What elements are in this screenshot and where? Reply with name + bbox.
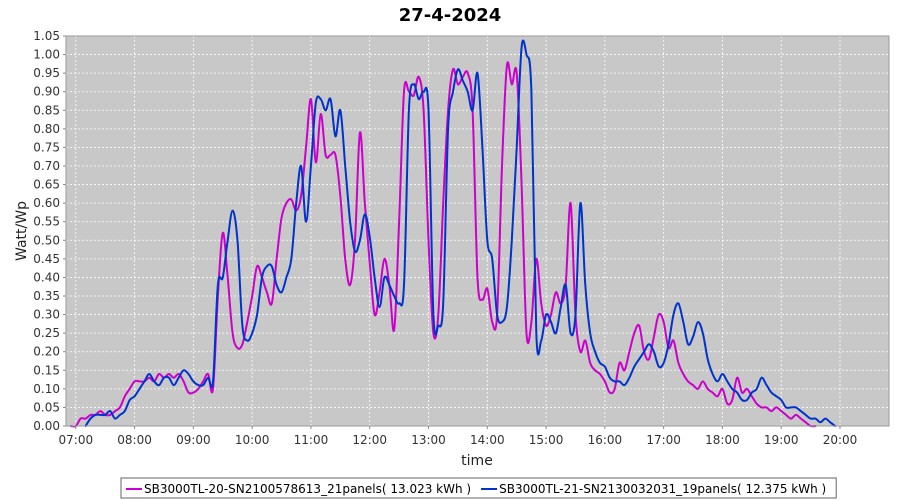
x-tick-label: 10:00 (235, 433, 270, 447)
plot-area (66, 36, 889, 426)
legend: SB3000TL-20-SN2100578613_21panels( 13.02… (120, 477, 837, 499)
legend-box (120, 477, 837, 499)
x-tick-label: 07:00 (59, 433, 94, 447)
y-tick-label: 0.10 (33, 382, 60, 396)
y-tick-label: 1.05 (33, 29, 60, 43)
legend-entry-1: SB3000TL-20-SN2100578613_21panels( 13.02… (144, 482, 471, 496)
x-tick-label: 20:00 (823, 433, 858, 447)
x-tick-label: 17:00 (646, 433, 681, 447)
plot-border (65, 35, 890, 427)
x-tick-label: 16:00 (588, 433, 623, 447)
x-axis-label: time (461, 453, 493, 469)
y-tick-label: 0.85 (33, 103, 60, 117)
y-tick-label: 0.45 (33, 252, 60, 266)
y-tick-label: 0.75 (33, 140, 60, 154)
x-tick-label: 12:00 (352, 433, 387, 447)
y-tick-label: 0.25 (33, 326, 60, 340)
x-tick-label: 19:00 (764, 433, 799, 447)
y-tick-label: 0.60 (33, 196, 60, 210)
y-tick-label: 0.20 (33, 345, 60, 359)
x-tick-label: 09:00 (176, 433, 211, 447)
chart-title: 27-4-2024 (399, 5, 502, 26)
axes (65, 35, 890, 427)
y-tick-label: 0.40 (33, 270, 60, 284)
x-ticks: 07:00 08:00 09:00 10:00 11:00 12:00 13:00 14:00… (59, 426, 858, 447)
series-layer (69, 39, 837, 428)
x-tick-label: 15:00 (529, 433, 564, 447)
y-tick-label: 0.50 (33, 233, 60, 247)
legend-entry-2: SB3000TL-21-SN2130032031_19panels( 12.37… (499, 482, 826, 496)
y-tick-label: 0.00 (33, 419, 60, 433)
x-tick-label: 08:00 (117, 433, 152, 447)
x-tick-label: 14:00 (470, 433, 505, 447)
y-tick-label: 0.55 (33, 215, 60, 229)
x-tick-label: 18:00 (705, 433, 740, 447)
y-tick-label: 0.35 (33, 289, 60, 303)
y-axis-label: Watt/Wp (14, 201, 30, 261)
x-tick-label: 11:00 (294, 433, 329, 447)
series-line-1 (69, 61, 817, 428)
y-tick-label: 1.00 (33, 48, 60, 62)
y-tick-label: 0.90 (33, 85, 60, 99)
y-tick-label: 0.80 (33, 122, 60, 136)
y-tick-label: 0.70 (33, 159, 60, 173)
y-tick-label: 0.15 (33, 363, 60, 377)
y-ticks: 0.00 0.05 0.10 0.15 0.20 0.25 0.30 0.35 0.40 0.45… (33, 29, 66, 433)
y-tick-label: 0.65 (33, 178, 60, 192)
x-tick-label: 13:00 (411, 433, 446, 447)
y-tick-label: 0.30 (33, 308, 60, 322)
y-tick-label: 0.05 (33, 400, 60, 414)
y-tick-label: 0.95 (33, 66, 60, 80)
series-line-2 (84, 39, 837, 427)
